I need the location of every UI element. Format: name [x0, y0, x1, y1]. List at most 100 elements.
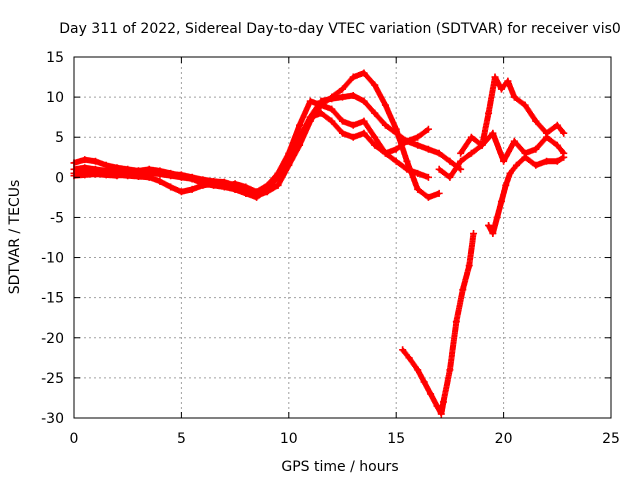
data-point: [435, 189, 443, 197]
data-point: [113, 172, 121, 180]
data-point: [532, 161, 540, 169]
data-point: [392, 129, 400, 137]
data-point: [403, 157, 411, 165]
data-point: [339, 93, 346, 101]
chart-title: Day 311 of 2022, Sidereal Day-to-day VTE…: [59, 21, 621, 37]
data-point: [177, 172, 185, 180]
data-point: [424, 145, 432, 153]
data-point: [497, 197, 505, 205]
y-axis-title: SDTVAR / TECUs: [7, 180, 23, 295]
axis-ticks: 0 5 10 15 20 25 -30 -25 -20 -15 -10 -5 0 5 10 15: [41, 50, 620, 447]
data-point: [510, 93, 518, 101]
data-point: [145, 165, 153, 173]
data-point: [253, 188, 261, 196]
x-axis-title: GPS time / hours: [281, 459, 398, 475]
data-point: [349, 121, 357, 129]
data-point: [392, 157, 400, 165]
data-point: [405, 354, 413, 362]
data-point: [371, 81, 379, 89]
data-point: [360, 97, 368, 105]
data-point: [113, 164, 121, 172]
data-point: [543, 157, 551, 165]
data-points: [70, 69, 568, 418]
data-point: [167, 183, 175, 191]
data-point: [521, 101, 529, 109]
data-point: [306, 113, 314, 121]
data-point: [167, 169, 175, 177]
data-point: [371, 109, 379, 117]
data-point: [446, 366, 454, 374]
data-point: [306, 97, 314, 105]
series-track-h: [485, 153, 568, 237]
data-point: [446, 157, 454, 165]
data-point: [470, 229, 478, 237]
data-point: [274, 181, 282, 189]
x-tick-label: 10: [280, 431, 298, 447]
data-point: [328, 105, 336, 113]
data-point: [457, 149, 465, 157]
data-point: [392, 145, 400, 153]
data-point: [81, 156, 89, 164]
data-point: [91, 157, 99, 165]
data-point: [399, 346, 407, 354]
data-point: [134, 167, 142, 175]
data-point: [504, 77, 512, 85]
data-point: [414, 366, 422, 374]
data-point: [489, 229, 497, 237]
data-point: [493, 213, 501, 221]
data-point: [435, 149, 443, 157]
data-point: [510, 137, 518, 145]
data-point: [512, 161, 520, 169]
data-point: [339, 129, 346, 137]
data-point: [424, 125, 432, 133]
data-point: [371, 141, 379, 149]
data-point: [296, 137, 304, 145]
data-point: [439, 398, 447, 406]
data-point: [102, 161, 110, 169]
data-point: [349, 92, 357, 100]
data-point: [285, 157, 293, 165]
data-point: [242, 183, 250, 191]
x-tick-label: 5: [177, 431, 186, 447]
data-point: [210, 180, 218, 188]
y-tick-label: -15: [41, 291, 64, 307]
data-point: [231, 180, 239, 188]
data-point: [560, 129, 568, 137]
data-point: [437, 410, 445, 418]
data-point: [521, 153, 529, 161]
data-point: [220, 181, 228, 189]
data-point: [489, 129, 497, 137]
series-track-g: [457, 73, 568, 157]
data-point: [446, 173, 454, 181]
y-tick-label: 0: [55, 170, 64, 186]
data-point: [296, 121, 304, 129]
data-point: [553, 121, 561, 129]
data-point: [188, 173, 196, 181]
data-point: [381, 149, 389, 157]
data-point: [457, 157, 465, 165]
data-point: [502, 181, 510, 189]
data-point: [414, 141, 422, 149]
data-point: [317, 109, 325, 117]
series-track-e: [399, 229, 478, 418]
data-point: [263, 181, 271, 189]
data-point: [427, 390, 435, 398]
data-point: [102, 171, 110, 179]
data-point: [478, 141, 486, 149]
data-point: [403, 137, 411, 145]
data-point: [156, 167, 164, 175]
data-point: [543, 129, 551, 137]
data-point: [465, 262, 473, 270]
data-point: [459, 286, 467, 294]
data-point: [560, 153, 568, 161]
data-point: [145, 173, 153, 181]
data-point: [485, 221, 493, 229]
data-point: [424, 173, 432, 181]
data-point: [124, 169, 132, 177]
data-point: [467, 133, 475, 141]
data-point: [371, 133, 379, 141]
data-point: [349, 133, 357, 141]
y-tick-label: 5: [55, 130, 64, 146]
data-point: [339, 117, 346, 125]
